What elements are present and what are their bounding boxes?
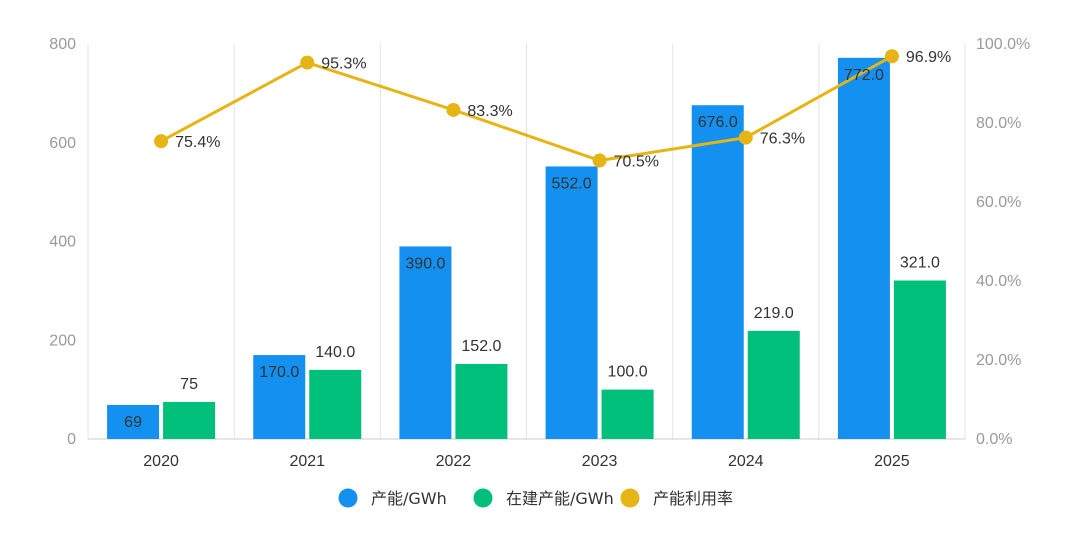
bar-under-construction xyxy=(747,330,800,439)
bar-capacity-label: 676.0 xyxy=(698,114,738,131)
label-layer: 69 75 170.0 140.0 390.0 152.0 552.0 100.0 676.0 2… xyxy=(124,49,951,431)
bar-under-construction-label: 75 xyxy=(180,376,198,393)
utilization-label: 76.3% xyxy=(760,131,805,148)
axis-layer: 0 200 400 600 800 0.0% 20.0% 40.0% 60.0% 80.0% 100… xyxy=(49,36,1030,470)
utilization-line xyxy=(160,54,893,163)
bar-capacity xyxy=(253,355,306,439)
bar-capacity xyxy=(107,404,160,439)
bar-capacity-label: 69 xyxy=(124,414,142,431)
utilization-label: 96.9% xyxy=(906,49,951,66)
legend-label: 产能/GWh xyxy=(371,489,447,508)
utilization-label: 75.4% xyxy=(175,134,220,151)
legend-marker xyxy=(620,488,640,508)
y-right-tick-label: 20.0% xyxy=(976,352,1021,369)
x-tick-label: 2024 xyxy=(728,453,764,470)
line-layer xyxy=(154,49,899,168)
bar-under-construction-label: 152.0 xyxy=(461,338,501,355)
bar-under-construction xyxy=(309,369,362,439)
bar-under-construction-label: 100.0 xyxy=(608,364,648,381)
utilization-point xyxy=(592,153,607,168)
legend-marker xyxy=(473,488,493,508)
y-right-tick-label: 80.0% xyxy=(976,115,1021,132)
bar-under-construction-label: 321.0 xyxy=(900,255,940,272)
x-tick-label: 2021 xyxy=(289,453,325,470)
bar-capacity xyxy=(545,166,598,439)
bar-under-construction xyxy=(893,280,946,439)
bar-layer xyxy=(107,57,946,439)
bar-capacity-label: 170.0 xyxy=(259,364,299,381)
bar-capacity xyxy=(837,57,890,439)
y-left-tick-label: 600 xyxy=(49,135,76,152)
y-right-tick-label: 0.0% xyxy=(976,431,1012,448)
x-tick-label: 2022 xyxy=(436,453,472,470)
y-right-tick-label: 60.0% xyxy=(976,194,1021,211)
legend: 产能/GWh 在建产能/GWh 产能利用率 xyxy=(338,488,733,508)
bar-under-construction-label: 219.0 xyxy=(754,305,794,322)
bar-capacity xyxy=(399,246,452,439)
utilization-label: 95.3% xyxy=(321,56,366,73)
bar-under-construction xyxy=(601,389,654,439)
utilization-label: 83.3% xyxy=(467,103,512,120)
y-left-tick-label: 800 xyxy=(49,36,76,53)
utilization-point xyxy=(884,49,899,64)
y-left-tick-label: 400 xyxy=(49,234,76,251)
y-left-tick-label: 0 xyxy=(67,431,76,448)
utilization-point xyxy=(446,102,461,117)
y-right-tick-label: 100.0% xyxy=(976,36,1030,53)
legend-label: 在建产能/GWh xyxy=(506,489,614,508)
bar-capacity-label: 772.0 xyxy=(844,67,884,84)
utilization-point xyxy=(738,130,753,145)
bar-under-construction xyxy=(163,401,216,439)
legend-label: 产能利用率 xyxy=(653,489,733,508)
bar-capacity-label: 552.0 xyxy=(552,175,592,192)
legend-marker xyxy=(338,488,358,508)
bar-under-construction-label: 140.0 xyxy=(315,344,355,361)
x-tick-label: 2023 xyxy=(582,453,618,470)
bar-capacity xyxy=(691,105,744,439)
utilization-label: 70.5% xyxy=(614,154,659,171)
y-left-tick-label: 200 xyxy=(49,332,76,349)
bar-capacity-label: 390.0 xyxy=(405,255,445,272)
x-tick-label: 2025 xyxy=(874,453,910,470)
grid-layer xyxy=(87,44,966,439)
x-tick-label: 2020 xyxy=(143,453,179,470)
bar-under-construction xyxy=(455,363,508,439)
y-right-tick-label: 40.0% xyxy=(976,273,1021,290)
utilization-point xyxy=(154,134,169,149)
utilization-point xyxy=(300,55,315,70)
